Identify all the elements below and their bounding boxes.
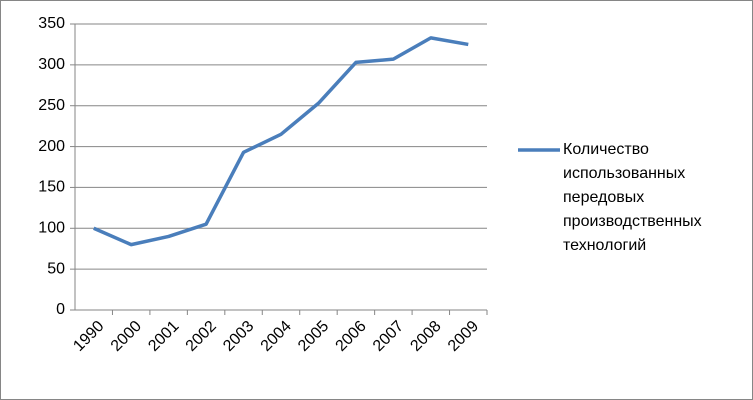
x-tick-label: 2008 (407, 318, 444, 355)
x-tick-label: 1990 (70, 318, 107, 355)
y-tick-label: 100 (38, 220, 65, 237)
x-tick-label: 2005 (295, 318, 332, 355)
y-tick-label: 0 (56, 301, 65, 318)
x-tick-label: 2002 (183, 318, 220, 355)
y-tick-label: 200 (38, 138, 65, 155)
y-tick-label: 150 (38, 179, 65, 196)
x-tick-label: 2000 (108, 318, 145, 355)
x-tick-label: 2001 (145, 318, 182, 355)
legend-label: Количество использованных передовых прои… (563, 141, 702, 254)
series-line (93, 36, 469, 247)
y-tick-label: 350 (38, 15, 65, 32)
x-tick-label: 2004 (258, 318, 295, 355)
y-tick-label: 250 (38, 97, 65, 114)
x-tick-label: 2009 (445, 318, 482, 355)
x-tick-label: 2007 (370, 318, 407, 355)
x-tick-label: 2006 (333, 318, 370, 355)
y-tick-label: 50 (47, 260, 65, 277)
x-tick-label: 2003 (220, 318, 257, 355)
y-tick-label: 300 (38, 56, 65, 73)
